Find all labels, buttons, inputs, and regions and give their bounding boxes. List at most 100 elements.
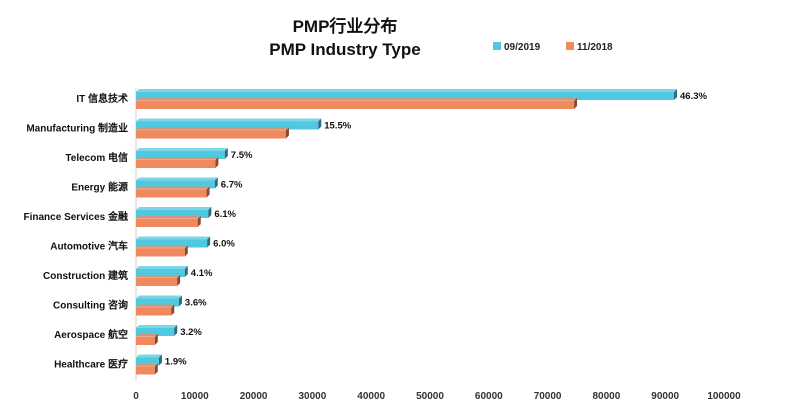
bar-series-1-0-top bbox=[136, 89, 678, 92]
x-tick-label-3: 30000 bbox=[298, 391, 326, 402]
bar-series-1-9 bbox=[136, 354, 162, 366]
x-tick-label-10: 100000 bbox=[707, 391, 741, 402]
bar-series-1-9-top bbox=[136, 354, 162, 358]
bar-series-1-4-side bbox=[208, 207, 212, 218]
bar-series-2-6-face bbox=[136, 278, 178, 286]
bar-series-2-5-side bbox=[184, 245, 188, 257]
bar-series-1-8-side bbox=[174, 325, 178, 336]
bar-series-1-7-face bbox=[136, 298, 179, 307]
bar-series-2-4-side bbox=[197, 216, 201, 227]
x-tick-label-7: 70000 bbox=[534, 391, 562, 402]
data-label-7: 3.6% bbox=[185, 298, 207, 309]
category-label-7: Consulting 咨询 bbox=[53, 299, 128, 312]
bar-series-2-0-side bbox=[574, 98, 578, 109]
bar-series-1-7-top bbox=[136, 295, 182, 299]
bar-series-2-7-side bbox=[171, 304, 175, 316]
bar-series-2-9-side bbox=[154, 363, 158, 375]
bar-series-2-3-face bbox=[136, 189, 207, 198]
bar-series-2-6-top bbox=[136, 275, 181, 278]
x-tick-label-6: 60000 bbox=[475, 391, 503, 402]
bar-series-2-4-top bbox=[136, 216, 201, 219]
x-tick-label-1: 10000 bbox=[181, 391, 209, 402]
data-label-1: 15.5% bbox=[324, 121, 351, 132]
bar-series-1-2-side bbox=[224, 148, 228, 159]
data-label-3: 6.7% bbox=[221, 180, 243, 191]
x-tick-label-4: 40000 bbox=[357, 391, 385, 402]
bar-series-1-4-top bbox=[136, 207, 212, 210]
bar-series-1-0-face bbox=[136, 92, 675, 100]
bar-series-1-6-face bbox=[136, 269, 185, 277]
bar-series-1-2 bbox=[136, 148, 228, 159]
category-label-2: Telecom 电信 bbox=[65, 151, 128, 164]
category-label-0: IT 信息技术 bbox=[76, 92, 128, 105]
bar-series-2-9-face bbox=[136, 366, 155, 375]
data-label-0: 46.3% bbox=[680, 91, 707, 102]
x-tick-label-2: 20000 bbox=[240, 391, 268, 402]
bar-series-1-6-top bbox=[136, 266, 188, 269]
bar-series-2-8 bbox=[136, 334, 158, 345]
x-tick-label-0: 0 bbox=[133, 391, 139, 402]
bar-series-1-4-face bbox=[136, 210, 209, 218]
bar-series-2-0-top bbox=[136, 98, 578, 101]
data-label-8: 3.2% bbox=[180, 327, 202, 338]
bar-series-1-5 bbox=[136, 236, 211, 248]
bar-series-2-1-side bbox=[285, 127, 289, 139]
x-tick-label-8: 80000 bbox=[592, 391, 620, 402]
bar-series-2-5 bbox=[136, 245, 188, 257]
category-label-9: Healthcare 医疗 bbox=[54, 358, 128, 371]
bar-series-1-1-top bbox=[136, 118, 322, 122]
bar-series-2-3 bbox=[136, 186, 210, 198]
bar-series-2-5-face bbox=[136, 248, 185, 257]
bar-series-1-9-face bbox=[136, 357, 159, 366]
bar-series-1-0-side bbox=[674, 89, 678, 100]
bar-series-2-4 bbox=[136, 216, 201, 227]
bar-series-1-0 bbox=[136, 89, 678, 100]
bar-series-1-3-top bbox=[136, 177, 218, 181]
bar-series-1-6-side bbox=[184, 266, 188, 277]
legend-label-series-1: 09/2019 bbox=[504, 42, 541, 53]
bar-series-1-8-top bbox=[136, 325, 178, 328]
bar-series-1-1-face bbox=[136, 121, 319, 130]
bar-series-2-7 bbox=[136, 304, 175, 316]
bar-series-1-7 bbox=[136, 295, 182, 307]
x-axis-ticks: 0 10000 20000 30000 40000 50000 60000 70000 8000… bbox=[133, 391, 741, 402]
bar-series-2-4-face bbox=[136, 219, 198, 227]
bar-series-2-2-face bbox=[136, 160, 216, 168]
bar-series-2-5-top bbox=[136, 245, 188, 249]
category-label-6: Construction 建筑 bbox=[43, 269, 128, 282]
x-tick-label-9: 90000 bbox=[651, 391, 679, 402]
bar-series-2-3-top bbox=[136, 186, 210, 190]
legend-label-series-2: 11/2018 bbox=[577, 42, 613, 53]
bar-series-2-0-face bbox=[136, 101, 575, 109]
legend-swatch-series-1 bbox=[493, 42, 501, 50]
bar-series-2-2-side bbox=[215, 157, 219, 168]
category-label-3: Energy 能源 bbox=[71, 181, 128, 194]
category-label-5: Automotive 汽车 bbox=[50, 240, 128, 253]
data-label-9: 1.9% bbox=[165, 357, 187, 368]
bar-series-2-3-side bbox=[206, 186, 210, 198]
legend: 09/2019 11/2018 bbox=[493, 42, 613, 53]
chart-title: PMP行业分布 bbox=[293, 16, 398, 36]
bar-series-2-8-top bbox=[136, 334, 158, 337]
data-label-2: 7.5% bbox=[231, 150, 253, 161]
bar-series-2-1-face bbox=[136, 130, 286, 139]
bar-series-1-3-face bbox=[136, 180, 215, 189]
bar-series-1-8 bbox=[136, 325, 178, 336]
bar-series-2-6 bbox=[136, 275, 181, 286]
bar-series-2-2 bbox=[136, 157, 219, 168]
category-label-8: Aerospace 航空 bbox=[54, 328, 128, 341]
bar-series-1-8-face bbox=[136, 328, 175, 336]
bar-series-2-9 bbox=[136, 363, 158, 375]
bar-series-2-6-side bbox=[177, 275, 181, 286]
bar-series-1-5-face bbox=[136, 239, 208, 248]
bar-series-2-8-face bbox=[136, 337, 155, 345]
data-label-6: 4.1% bbox=[191, 268, 213, 279]
category-label-1: Manufacturing 制造业 bbox=[26, 122, 128, 135]
legend-swatch-series-2 bbox=[566, 42, 574, 50]
data-label-4: 6.1% bbox=[214, 209, 236, 220]
bar-series-1-9-side bbox=[158, 354, 162, 366]
bar-series-2-2-top bbox=[136, 157, 219, 160]
bar-series-1-5-top bbox=[136, 236, 211, 240]
bar-series-1-7-side bbox=[178, 295, 182, 307]
